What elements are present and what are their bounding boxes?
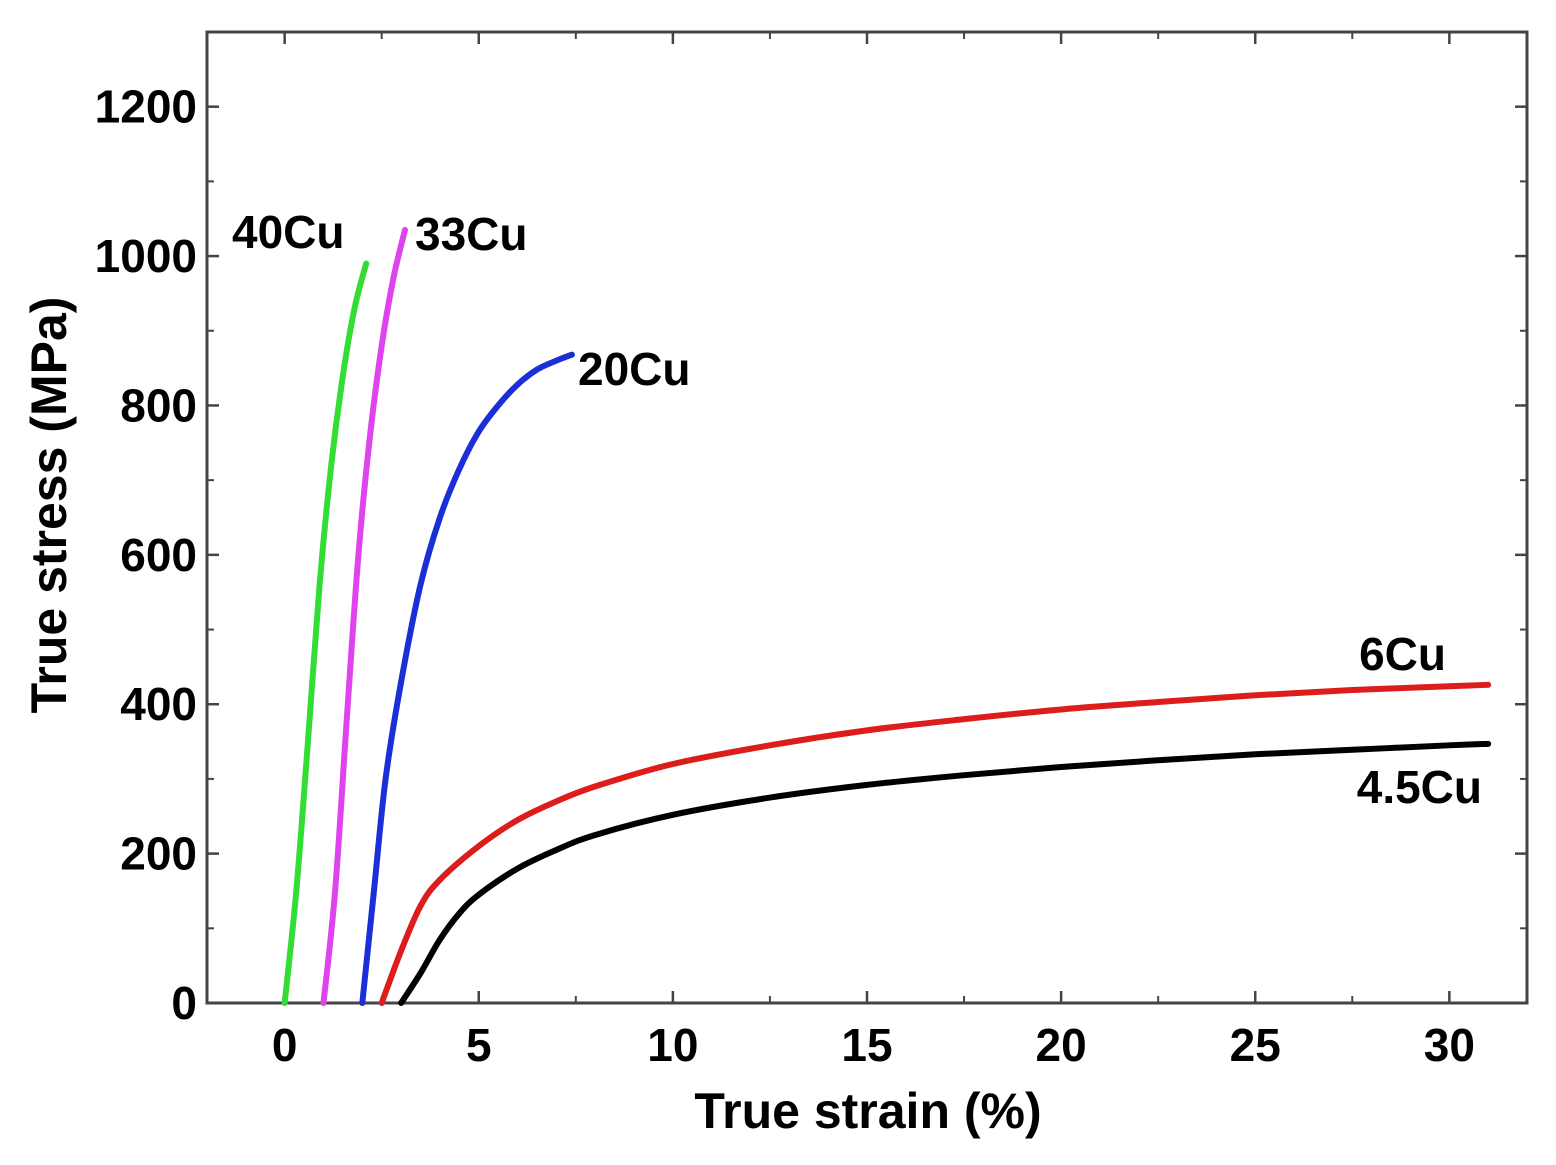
series-label-33cu: 33Cu xyxy=(415,208,527,260)
plot-frame xyxy=(205,30,1529,1005)
series-label-4-5cu: 4.5Cu xyxy=(1357,761,1482,813)
series-line-40cu xyxy=(281,260,370,1006)
series-label-40cu: 40Cu xyxy=(232,206,344,258)
x-tick-label: 15 xyxy=(841,1019,892,1071)
series-labels: 40Cu 33Cu 20Cu 6Cu 4.5Cu xyxy=(232,206,1482,813)
y-tick-label: 1200 xyxy=(95,81,197,133)
y-axis-title: True stress (MPa) xyxy=(21,297,77,714)
x-tick-label: 5 xyxy=(466,1019,492,1071)
x-axis-title: True strain (%) xyxy=(694,1083,1041,1139)
x-tick-label: 30 xyxy=(1424,1019,1475,1071)
x-tick-label: 20 xyxy=(1036,1019,1087,1071)
axes: 0 5 10 15 20 25 30 0 200 400 600 800 1000 1200 xyxy=(95,30,1529,1071)
series-label-20cu: 20Cu xyxy=(578,343,690,395)
series-label-6cu: 6Cu xyxy=(1359,628,1446,680)
series-line-33cu xyxy=(320,226,408,1006)
x-tick-label: 25 xyxy=(1230,1019,1281,1071)
y-tick-label: 800 xyxy=(120,379,197,431)
y-tick-label: 600 xyxy=(120,529,197,581)
y-tick-label: 200 xyxy=(120,828,197,880)
x-tick-label: 10 xyxy=(647,1019,698,1071)
series-line-4-5cu xyxy=(398,740,1492,1006)
y-tick-label: 1000 xyxy=(95,230,197,282)
x-tick-label: 0 xyxy=(272,1019,298,1071)
y-tick-label: 400 xyxy=(120,678,197,730)
series-lines xyxy=(281,226,1492,1006)
y-tick-label: 0 xyxy=(171,977,197,1029)
series-line-20cu xyxy=(359,351,575,1006)
series-line-6cu xyxy=(378,681,1492,1006)
